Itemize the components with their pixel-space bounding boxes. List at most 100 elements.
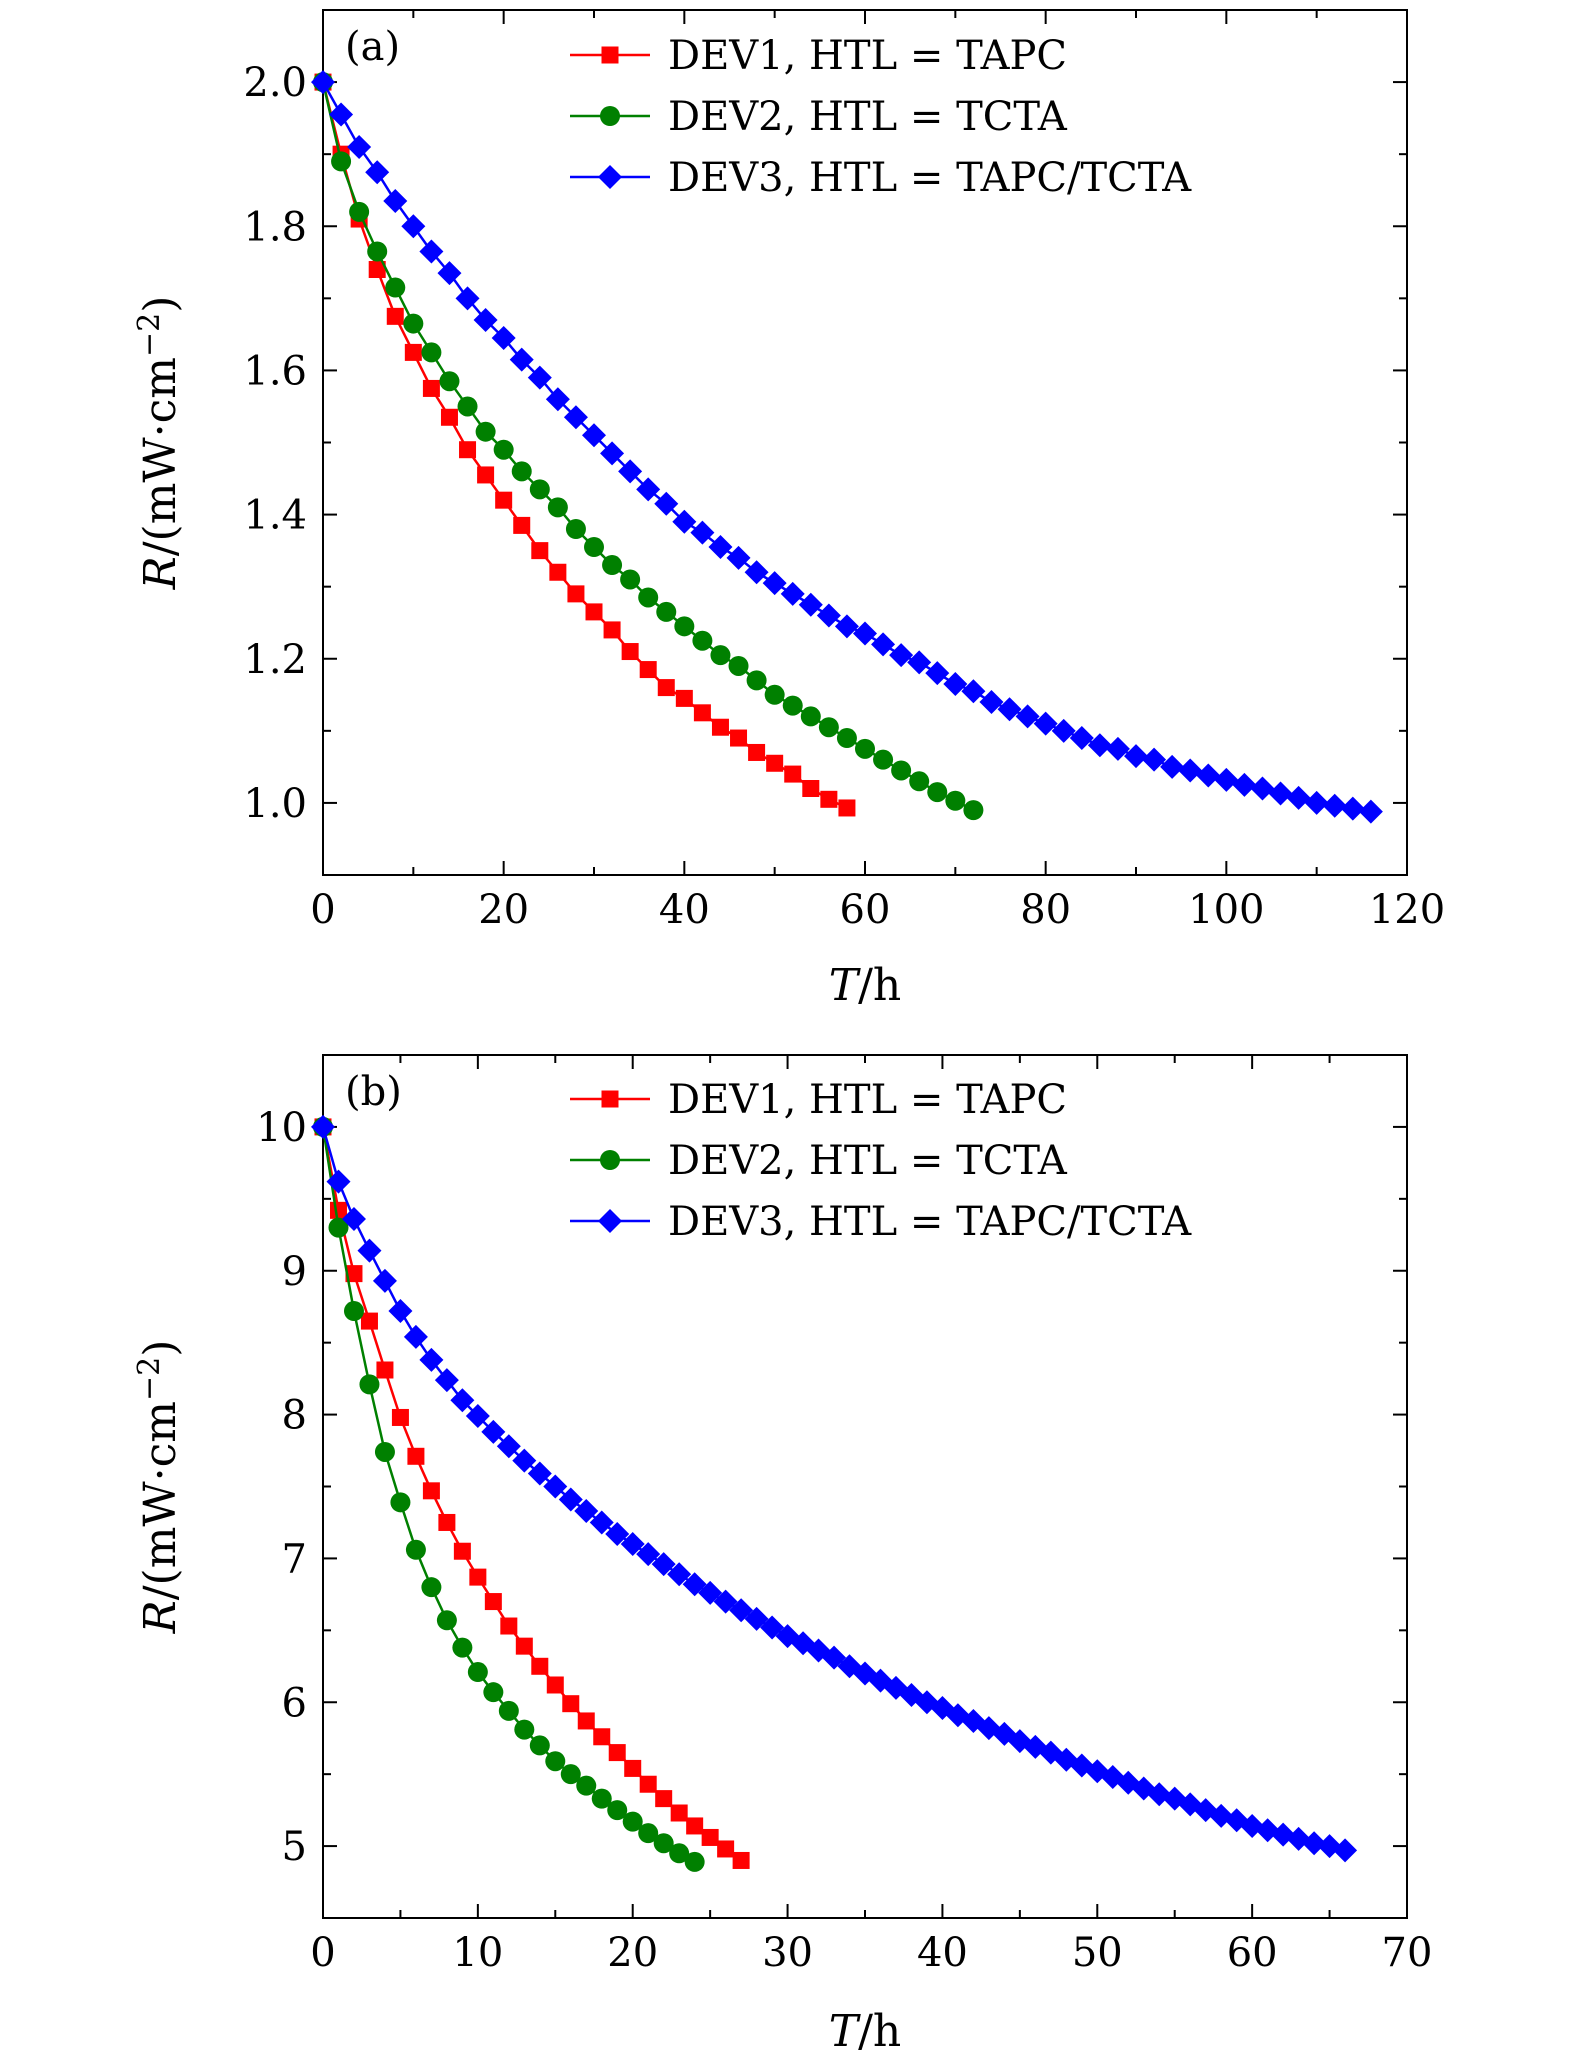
panel-a-series-1-point	[603, 621, 621, 639]
panel-b-legend-marker-3	[598, 1209, 622, 1233]
panel-a-series-1-point	[422, 379, 440, 397]
panel-a-y-tick-label: 1.8	[243, 204, 307, 250]
panel-a-series-2-point	[493, 439, 514, 460]
panel-a-series-1-point	[730, 729, 748, 747]
panel-a-legend-marker-2	[600, 106, 620, 126]
panel-b-series-3-point	[620, 1532, 645, 1557]
panel-a-y-tick-label: 1.4	[243, 493, 307, 539]
panel-b-label: (b)	[345, 1069, 402, 1115]
panel-a-series-3-point	[961, 679, 986, 704]
panel-b-x-tick-label: 20	[607, 1930, 658, 1976]
panel-a-series-2-point	[529, 479, 550, 500]
panel-a-y-tick-label: 1.2	[243, 637, 307, 683]
panel-a-series-1-point	[531, 542, 549, 560]
panel-a-series-3-point	[1304, 790, 1329, 815]
panel-b-series-1-point	[515, 1637, 533, 1655]
panel-a-chart: 0 20 40 60 80 100 120 1.0 1.2 1.4 1.6 1.8 2.0 T/h R/(m…	[132, 9, 1445, 1011]
panel-b-series-3-point	[543, 1474, 568, 1499]
panel-b-series-3-point	[574, 1498, 599, 1523]
panel-a-series-3-point	[708, 535, 733, 560]
panel-a-series-3-point	[455, 286, 480, 311]
panel-b-series-2-point	[529, 1735, 550, 1756]
panel-a-series-3-point	[654, 491, 679, 516]
panel-a-series-2-point	[909, 771, 930, 792]
panel-b-series-2-point	[545, 1751, 566, 1772]
panel-b-series-1-point	[732, 1851, 750, 1869]
panel-b-legend-marker-1	[601, 1090, 619, 1108]
panel-a-series-1-point	[585, 603, 603, 621]
panel-a-series-1-point	[567, 585, 585, 603]
panel-b-series-3-point	[558, 1487, 583, 1512]
panel-b-series-1-point	[624, 1759, 642, 1777]
panel-b-series-3-point	[744, 1606, 769, 1631]
panel-b-series-1-point	[391, 1408, 409, 1426]
panel-a-legend-label-1: DEV1, HTL = TAPC	[668, 33, 1067, 79]
panel-b-series-1-point	[407, 1447, 425, 1465]
panel-a-series-3-point	[1033, 711, 1058, 736]
panel-b-series-1-point	[577, 1712, 595, 1730]
panel-b-y-tick-label: 7	[282, 1536, 307, 1582]
panel-a-series-3-point	[1087, 733, 1112, 758]
panel-a-series-3-point	[347, 134, 372, 159]
panel-b-series-2-point	[684, 1851, 705, 1872]
panel-b-series-2-point	[421, 1577, 442, 1598]
panel-a-legend-marker-3	[598, 165, 622, 189]
panel-b-legend-marker-2	[600, 1150, 620, 1170]
panel-b-series-3-point	[311, 1114, 335, 1139]
panel-b-series-1-point	[422, 1482, 440, 1500]
panel-b-y-tick-label: 9	[282, 1249, 307, 1295]
panel-a-x-tick-label: 0	[310, 887, 335, 933]
panel-a-series-3-point	[798, 592, 823, 617]
panel-b-series-2-point	[591, 1788, 612, 1809]
panel-b-y-tick-label: 8	[282, 1393, 307, 1439]
panel-b-series-1-point	[484, 1593, 502, 1611]
panel-a-series-1-point	[639, 661, 657, 679]
panel-a-series-1-point	[784, 765, 802, 783]
panel-b-plot-frame	[322, 1054, 1408, 1919]
panel-b-series-1-point	[670, 1804, 688, 1822]
panel-a-series-1-point	[404, 343, 422, 361]
panel-b-series-2-point	[359, 1374, 380, 1395]
panel-b-series-1-point	[686, 1817, 704, 1835]
panel-a-series-2-point	[945, 790, 966, 811]
panel-b-series-3-point	[357, 1238, 382, 1263]
panel-a-series-3-point	[1340, 796, 1365, 821]
panel-a-series-1-point	[495, 491, 513, 509]
panel-b-series-3-point	[326, 1169, 351, 1194]
panel-b-series-2-point	[343, 1301, 364, 1322]
panel-a-series-2-point	[385, 277, 406, 298]
panel-b-series-3-point	[419, 1347, 444, 1372]
panel-b-series-1-point	[608, 1744, 626, 1762]
panel-b-series-3-point	[527, 1461, 552, 1486]
panel-a-series-3-point	[383, 189, 408, 214]
panel-a-series-3-point	[997, 697, 1022, 722]
panel-a-series-2-point	[602, 555, 623, 576]
panel-a-x-tick-label: 80	[1020, 887, 1071, 933]
panel-a-legend-label-2: DEV2, HTL = TCTA	[668, 94, 1068, 140]
panel-a-legend-marker-1	[601, 46, 619, 64]
panel-a-series-3-point	[636, 477, 661, 502]
panel-b-series-1-point	[655, 1790, 673, 1808]
panel-a-series-3-point	[853, 621, 877, 646]
panel-a-series-3-point	[1322, 793, 1347, 818]
panel-b-series-2-point	[638, 1823, 659, 1844]
panel-a-series-1	[314, 73, 856, 817]
panel-a-series-3-point	[1232, 772, 1257, 797]
panel-a-x-tick-label: 40	[659, 887, 710, 933]
panel-b-series-1-point	[376, 1361, 394, 1379]
panel-b-y-tick-label: 6	[282, 1680, 307, 1726]
panel-a-series-3-point	[509, 347, 534, 372]
panel-b-series-1-point	[345, 1265, 363, 1283]
panel-a-series-3-point	[618, 459, 643, 484]
panel-a-series-3-point	[365, 160, 390, 185]
panel-a-series-2-point	[457, 396, 478, 417]
panel-a-series-2-point	[836, 728, 857, 749]
panel-b-legend-label-2: DEV2, HTL = TCTA	[668, 1138, 1068, 1184]
panel-a-series-3-point	[1286, 785, 1311, 810]
panel-b-series-3-point	[636, 1542, 661, 1567]
panel-a-series-3-point	[1196, 763, 1221, 788]
panel-b-series-3-point	[388, 1299, 413, 1324]
panel-b-series-3-point	[434, 1368, 459, 1393]
panel-b-series-1-point	[593, 1728, 611, 1746]
panel-b-series-3-point	[651, 1552, 676, 1577]
